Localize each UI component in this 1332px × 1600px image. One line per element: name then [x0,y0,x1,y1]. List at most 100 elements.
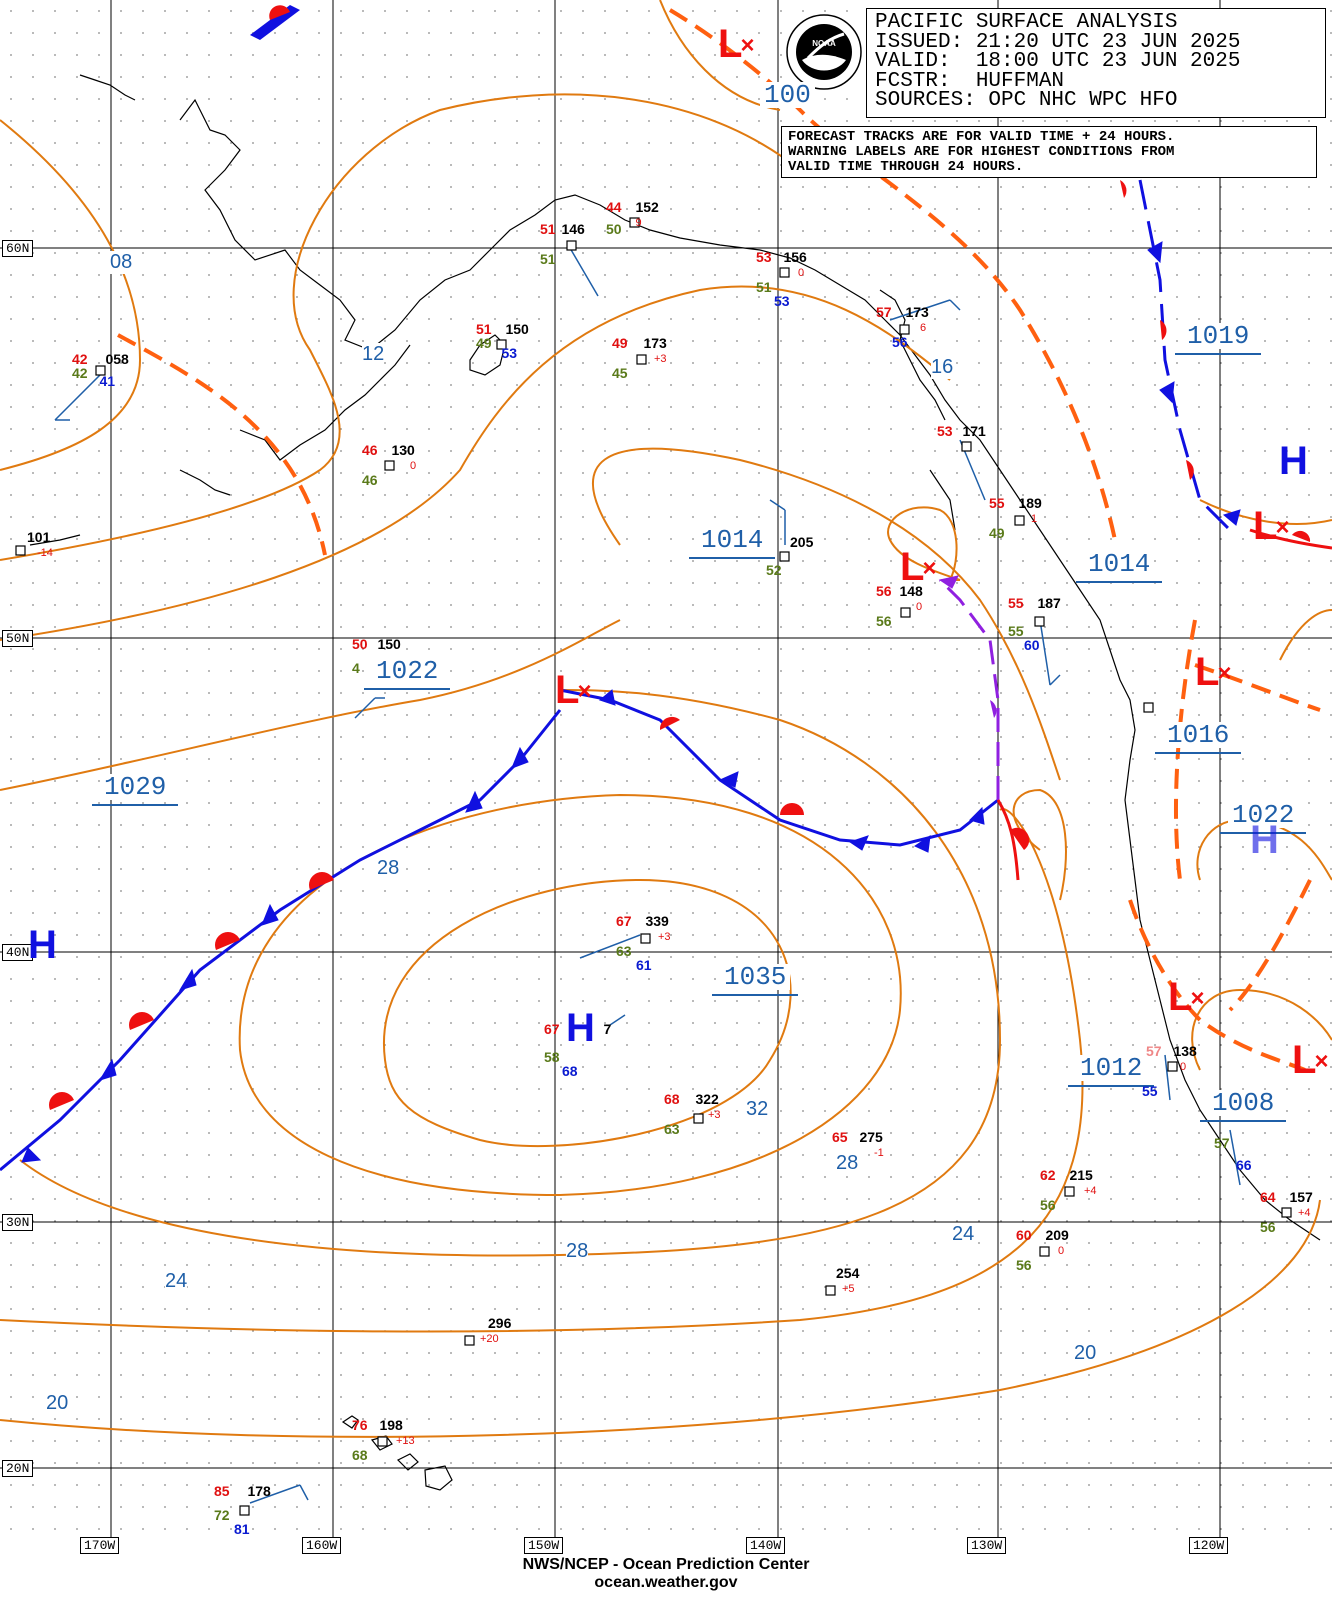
isobars [0,0,1332,1438]
wind-barbs [54,247,1241,1504]
temperature: 65 [832,1129,848,1145]
station-observation: 50 150 4 [352,637,401,675]
pressure-tendency: +3 [654,353,667,365]
station-observation: 60 209 0 56 [1016,1228,1069,1272]
low-pressure-center: L× [900,545,937,589]
dewpoint: 63 [664,1121,680,1137]
dewpoint: 56 [1260,1219,1276,1235]
pressure-center-label: 1035 [712,962,799,996]
temperature: 57 [876,304,892,320]
pressure-tendency: -14 [37,547,53,559]
lat-label-60n: 60N [2,240,34,257]
pressure-value: 1014 [1088,549,1151,579]
dewpoint: 56 [876,613,892,629]
dewpoint: 72 [214,1507,230,1523]
water-temp: 68 [562,1063,578,1079]
temperature: 51 [540,221,556,237]
temperature: 67 [616,913,632,929]
station-observation: 55 187 55 60 [1008,596,1061,652]
pressure-tendency: +4 [1084,1185,1097,1197]
water-temp: 55 [1142,1083,1158,1099]
water-temp: 53 [774,293,790,309]
pressure: 171 [962,423,986,439]
warm-front [49,5,1332,1110]
dewpoint: 68 [352,1447,368,1463]
note-line-1: FORECAST TRACKS ARE FOR VALID TIME + 24 … [788,129,1175,145]
station-observation: 46 130 0 46 [362,443,416,487]
water-temp: 53 [501,345,518,361]
pressure-tendency: 9 [635,217,642,229]
temperature: 49 [612,335,628,351]
station-observation: 49 173 +3 45 [612,336,667,380]
lon-label-130w: 130W [967,1537,1007,1554]
pressure-tendency: 0 [916,601,923,613]
dewpoint: 57 [1214,1135,1230,1151]
isobar-label: 24 [952,1223,975,1246]
low-pressure-center: L× [1195,650,1232,694]
isobar-label: 20 [1074,1342,1097,1365]
station-observation: 65 275 -1 [832,1130,884,1160]
dewpoint: 46 [362,472,378,488]
pressure-tendency: -1 [874,1147,884,1159]
note-line-2: WARNING LABELS ARE FOR HIGHEST CONDITION… [788,144,1175,160]
low-symbol: L [1292,1038,1317,1082]
pressure: 058 [105,351,129,367]
isobar-label: 20 [46,1392,69,1415]
station-observation: 56 148 0 56 [876,584,923,628]
low-symbol: L [900,545,925,589]
temperature: 76 [352,1417,368,1433]
station-observation: 254 +5 [836,1266,859,1296]
lon-label-140w: 140W [746,1537,786,1554]
station-observation: 44 152 50 9 [606,199,659,236]
station-observation: 53 171 [937,424,986,438]
low-symbol: L [1253,504,1278,548]
isobar-label: 32 [746,1098,769,1121]
pressure: 150 [505,321,529,337]
lon-label-150w: 150W [524,1537,564,1554]
temperature: 56 [876,583,892,599]
coastline [29,74,1321,1491]
temperature: 85 [214,1483,230,1499]
pressure-center-label: 1022 [364,656,451,690]
dot-grid [0,0,1332,1545]
isobar-label: 12 [362,343,385,366]
footer-url[interactable]: ocean.weather.gov [594,1574,738,1591]
low-symbol: L [718,22,743,66]
noaa-logo-text: NOAA [812,39,836,48]
low-pressure-center: L× [1253,504,1290,548]
lat-label-30n: 30N [2,1214,34,1231]
water-temp: 41 [99,373,116,389]
temperature: 44 [606,199,622,215]
dewpoint: 63 [616,943,632,959]
lat-label-40n: 40N [2,944,34,961]
high-pressure-center: H [1279,439,1308,483]
pressure-value: 1035 [724,962,787,992]
header-box: PACIFIC SURFACE ANALYSIS ISSUED: 21:20 U… [866,8,1326,118]
station-observation: 67 339 +3 63 61 [616,914,671,972]
pressure: 101 [27,529,51,545]
temperature: 51 [476,321,492,337]
pressure: 296 [488,1315,512,1331]
pressure: 138 [1173,1043,1197,1059]
dewpoint: 49 [476,335,492,351]
dewpoint: 58 [544,1049,560,1065]
map-title: PACIFIC SURFACE ANALYSIS [875,11,1178,34]
water-temp: 56 [892,334,908,350]
station-observation: 51 146 51 [540,221,585,266]
pressure-value: 1022 [376,656,439,686]
low-symbol: L [555,668,580,712]
dewpoint: 56 [1040,1197,1056,1213]
pressure-tendency: 0 [1058,1245,1065,1257]
station-observation: 64 157 +4 56 [1260,1190,1313,1234]
temperature: 67 [544,1021,560,1037]
pressure: 157 [1289,1189,1313,1205]
note-line-3: VALID TIME THROUGH 24 HOURS. [788,159,1024,175]
pressure-tendency: 0 [1180,1061,1187,1073]
pressure: 209 [1045,1227,1069,1243]
lon-label-160w: 160W [302,1537,342,1554]
pressure-value: 1022 [1232,800,1295,830]
pressure-value: 1019 [1187,321,1250,351]
pressure: 198 [379,1417,403,1433]
dewpoint: 4 [352,660,360,676]
station-observation: 76 198 +13 68 [352,1418,415,1462]
